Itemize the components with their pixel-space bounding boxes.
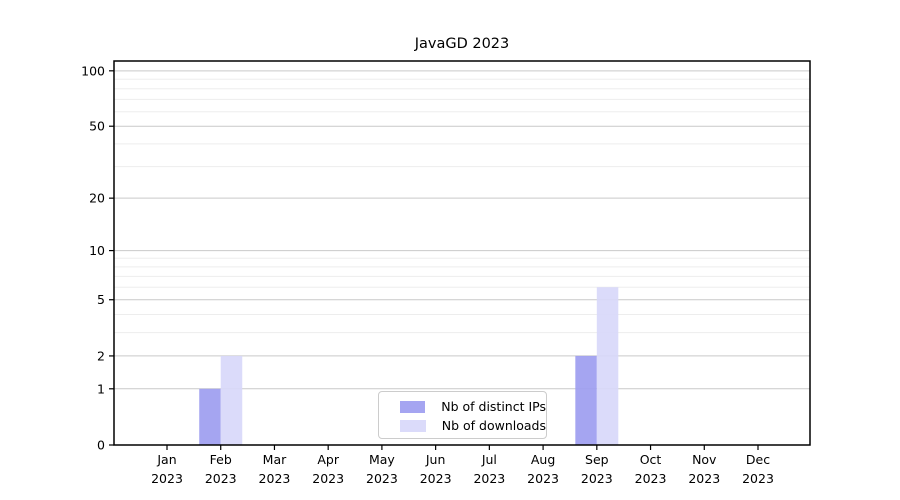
y-tick-label: 50 (89, 119, 105, 134)
chart-title: JavaGD 2023 (414, 36, 510, 52)
legend-label-distinct-ips: Nb of distinct IPs (441, 399, 546, 414)
y-tick-label: 100 (81, 63, 105, 78)
x-tick-label-year: 2023 (742, 471, 774, 486)
x-tick-label-month: Sep (585, 452, 609, 467)
x-tick-label-year: 2023 (259, 471, 291, 486)
bar-downloads (220, 355, 243, 445)
y-tick-label: 2 (97, 348, 105, 363)
x-tick-label-year: 2023 (527, 471, 559, 486)
y-tick-label: 20 (89, 191, 105, 206)
legend-item-distinct-ips: Nb of distinct IPs (379, 397, 546, 416)
x-tick-label-year: 2023 (366, 471, 398, 486)
x-tick-label-year: 2023 (688, 471, 720, 486)
legend-swatch-distinct-ips-icon (400, 400, 426, 413)
x-tick-label-month: Mar (263, 452, 287, 467)
bar-downloads (596, 287, 619, 445)
x-tick-label-year: 2023 (205, 471, 237, 486)
x-tick-label-year: 2023 (473, 471, 505, 486)
x-tick-label-year: 2023 (312, 471, 344, 486)
bar-distinct-ips (199, 388, 221, 445)
x-tick-label-month: Feb (210, 452, 232, 467)
legend-swatch-downloads-icon (400, 419, 426, 432)
x-tick-label-year: 2023 (151, 471, 183, 486)
x-tick-label-month: Oct (640, 452, 662, 467)
y-tick-label: 10 (89, 243, 105, 258)
x-tick-label-month: Nov (692, 452, 717, 467)
x-tick-label-month: Apr (317, 452, 339, 467)
legend-label-downloads: Nb of downloads (441, 418, 546, 433)
bar-distinct-ips (575, 355, 597, 445)
x-tick-label-month: Jan (156, 452, 176, 467)
x-tick-label-month: Aug (531, 452, 555, 467)
y-tick-label: 5 (97, 292, 105, 307)
x-tick-label-month: Dec (746, 452, 770, 467)
x-tick-label-year: 2023 (635, 471, 667, 486)
x-tick-label-month: Jul (481, 452, 497, 467)
y-tick-label: 0 (97, 438, 105, 453)
plot-frame (113, 60, 811, 446)
x-tick-label-month: Jun (425, 452, 446, 467)
x-tick-label-year: 2023 (581, 471, 613, 486)
x-tick-label-year: 2023 (420, 471, 452, 486)
legend-item-downloads: Nb of downloads (379, 416, 546, 435)
legend: Nb of distinct IPs Nb of downloads (378, 391, 547, 439)
y-tick-label: 1 (97, 381, 105, 396)
x-tick-label-month: May (369, 452, 395, 467)
